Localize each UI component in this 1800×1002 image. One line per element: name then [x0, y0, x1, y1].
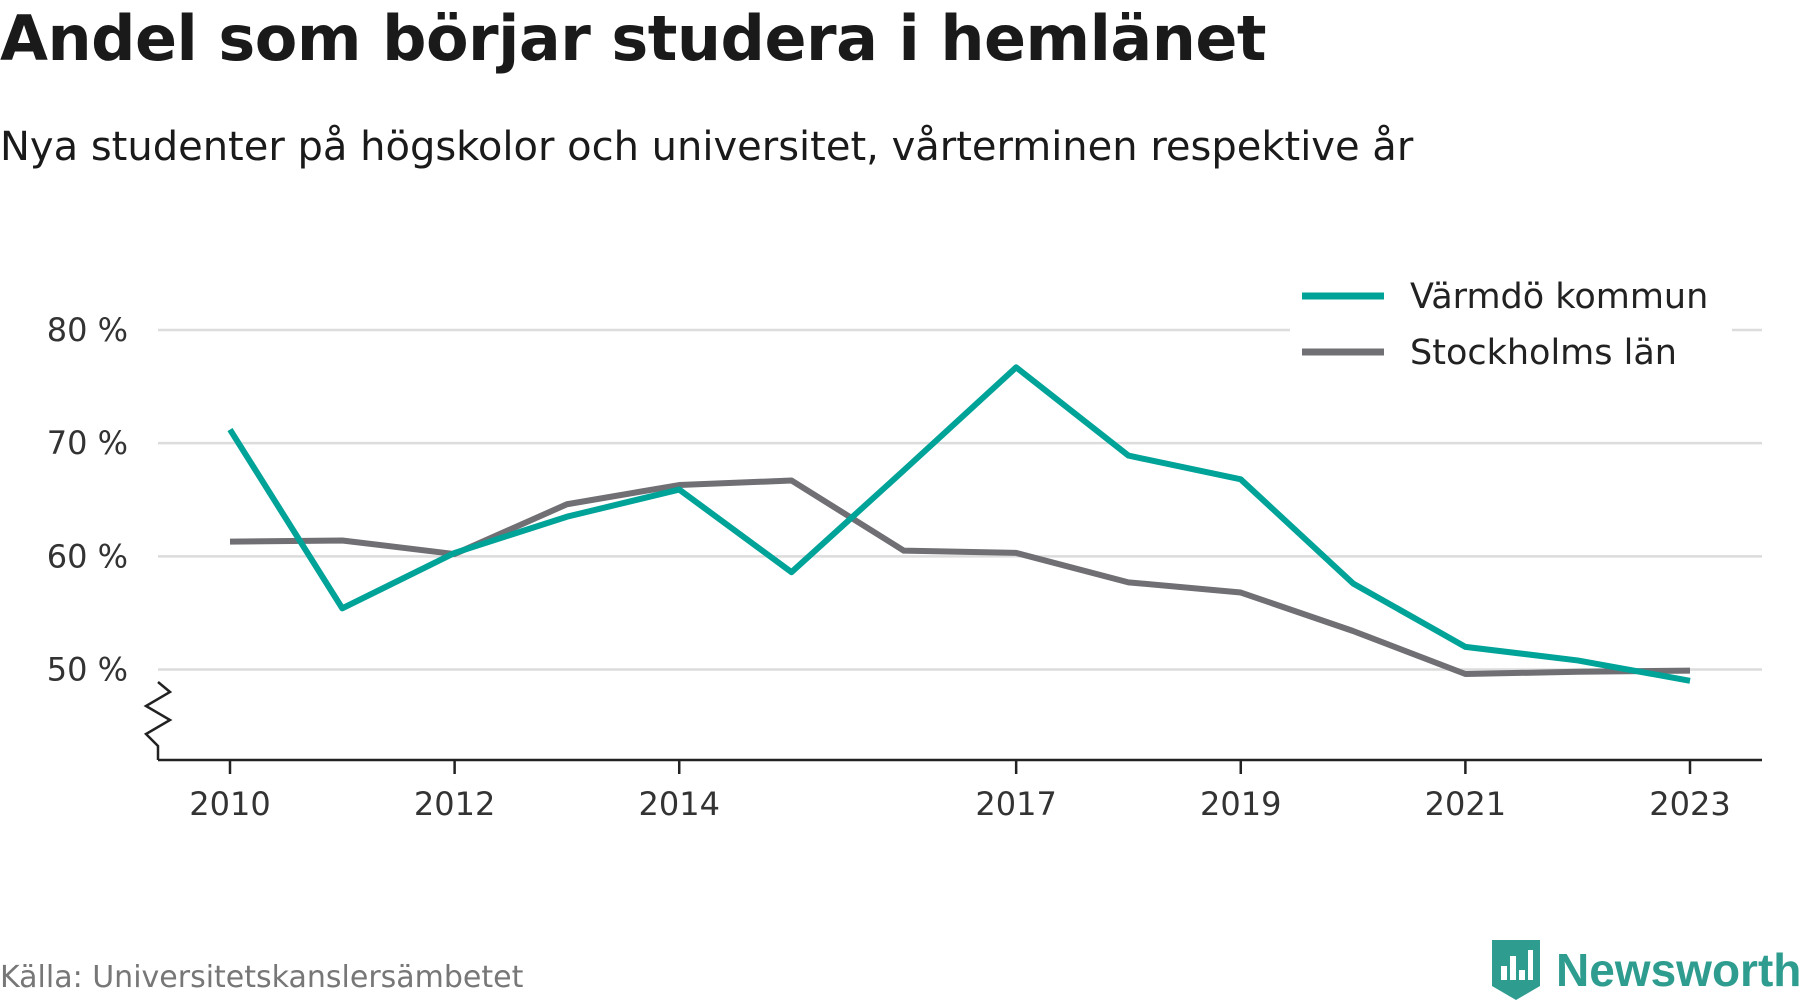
y-axis-ticks: 50 % 60 % 70 % 80 % — [47, 311, 128, 688]
x-tick-label: 2023 — [1649, 785, 1730, 823]
chart-title: Andel som börjar studera i hemlänet — [0, 2, 1267, 75]
x-tick-label: 2017 — [975, 785, 1056, 823]
legend: Värmdö kommun Stockholms län — [1290, 262, 1732, 384]
y-tick-label: 80 % — [47, 311, 128, 349]
x-axis-ticks: 2010 2012 2014 2017 2019 2021 2023 — [189, 760, 1731, 823]
series-lines — [227, 364, 1691, 684]
x-tick-label: 2014 — [639, 785, 720, 823]
brand-logo: Newsworthy — [1492, 938, 1800, 1002]
chart-subtitle: Nya studenter på högskolor och universit… — [0, 124, 1414, 170]
x-tick-label: 2010 — [189, 785, 270, 823]
y-axis-break-icon — [143, 681, 173, 760]
x-tick-label: 2012 — [414, 785, 495, 823]
series-line — [227, 364, 1691, 684]
legend-label: Stockholms län — [1410, 333, 1677, 373]
brand-name: Newsworthy — [1556, 944, 1800, 996]
x-axis — [143, 681, 1762, 762]
x-tick-label: 2019 — [1200, 785, 1281, 823]
source-note: Källa: Universitetskanslersämbetet — [0, 960, 524, 995]
x-tick-label: 2021 — [1425, 785, 1506, 823]
y-tick-label: 60 % — [47, 537, 128, 575]
line-chart: 50 % 60 % 70 % 80 % 2010 2012 2014 2017 2019 202… — [46, 262, 1762, 823]
legend-background — [1290, 262, 1732, 384]
y-tick-label: 70 % — [47, 424, 128, 462]
legend-label: Värmdö kommun — [1410, 277, 1708, 317]
y-tick-label: 50 % — [47, 650, 128, 688]
bar-chart-badge-icon — [1492, 940, 1540, 1000]
